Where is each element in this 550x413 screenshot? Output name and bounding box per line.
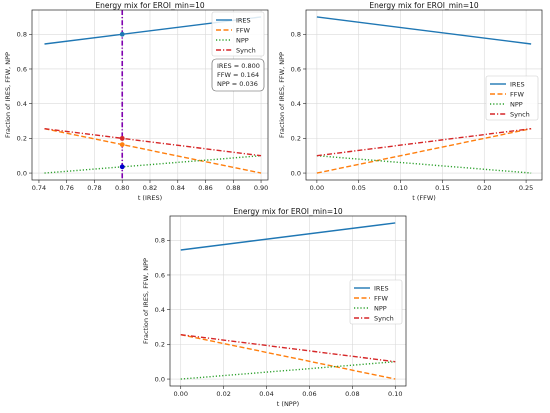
series-line-ffw [180, 333, 396, 380]
y-axis-label: Fraction of IRES, FFW, NPP [4, 52, 12, 138]
legend: IRES FFW NPP Synch [349, 279, 403, 325]
legend-label-ires: IRES [236, 16, 251, 24]
x-tick-label: 0.78 [87, 184, 101, 192]
x-tick-label: 0.86 [198, 184, 212, 192]
series-line-npp [316, 155, 532, 174]
x-axis-label: t (IRES) [138, 194, 162, 202]
y-tick-label: 0.8 [155, 237, 165, 245]
series-line-ffw [316, 127, 532, 174]
x-tick-label: 0.74 [32, 184, 46, 192]
y-tick-label: 0.4 [291, 100, 301, 108]
legend-label-ffw: FFW [510, 90, 524, 98]
series-line-synch [44, 127, 262, 157]
x-tick-label: 0.02 [216, 390, 230, 398]
point-marker-npp [119, 164, 125, 170]
annotation-line: FFW = 0.164 [217, 71, 259, 79]
legend-label-npp: NPP [236, 36, 249, 44]
y-tick-label: 0.0 [17, 169, 27, 177]
x-axis-label: t (FFW) [412, 194, 436, 202]
x-tick-label: 0.00 [310, 184, 324, 192]
x-tick-label: 0.88 [226, 184, 240, 192]
y-tick-label: 0.2 [155, 341, 165, 349]
y-tick-label: 0.4 [155, 306, 165, 314]
legend-label-synch: Synch [236, 46, 256, 54]
annotation-box [211, 58, 265, 92]
annotation-line: NPP = 0.036 [217, 80, 258, 88]
legend: IRES FFW NPP Synch [485, 75, 539, 121]
annotation-line: IRES = 0.800 [217, 62, 260, 70]
plot-frame [169, 215, 407, 387]
legend-label-npp: NPP [510, 100, 523, 108]
legend-label-synch: Synch [374, 314, 394, 322]
x-tick-label: 0.06 [302, 390, 316, 398]
chart-title: Energy mix for EROI_min=10 [95, 1, 205, 10]
x-tick-label: 0.05 [351, 184, 365, 192]
x-tick-label: 0.84 [171, 184, 185, 192]
plot-frame [305, 9, 543, 181]
y-tick-label: 0.6 [155, 271, 165, 279]
y-tick-label: 0.2 [17, 135, 27, 143]
legend-box [211, 11, 265, 57]
x-tick-label: 0.76 [59, 184, 73, 192]
series-line-ires [316, 16, 532, 45]
series-line-ires [180, 222, 396, 251]
x-tick-label: 0.82 [143, 184, 157, 192]
chart-3: 0.00 0.02 0.04 0.06 0.08 0.10 0.0 0.2 0.4 0.6 0.8 E… [142, 207, 407, 408]
x-tick-label: 0.80 [115, 184, 129, 192]
x-tick-label: 0.08 [345, 390, 359, 398]
x-tick-label: 0.25 [519, 184, 533, 192]
chart-title: Energy mix for EROI_min=10 [233, 207, 343, 216]
x-tick-label: 0.10 [393, 184, 407, 192]
legend-label-ires: IRES [374, 284, 389, 292]
y-tick-label: 0.6 [17, 65, 27, 73]
legend-label-synch: Synch [510, 110, 530, 118]
y-axis-label: Fraction of IRES, FFW, NPP [278, 52, 286, 138]
y-tick-label: 0.8 [291, 31, 301, 39]
point-marker-ffw [119, 142, 125, 148]
legend-label-npp: NPP [374, 304, 387, 312]
plot-frame [31, 9, 269, 181]
legend-box [485, 75, 539, 121]
point-marker-synch [119, 135, 125, 141]
y-tick-label: 0.0 [291, 169, 301, 177]
legend: IRES FFW NPP Synch [211, 11, 265, 57]
legend-label-ffw: FFW [236, 26, 250, 34]
y-tick-label: 0.6 [291, 65, 301, 73]
chart-1: 0.74 0.76 0.78 0.80 0.82 0.84 0.86 0.88 0.90 0.0 0… [4, 1, 269, 202]
x-tick-label: 0.10 [388, 390, 402, 398]
point-marker-ires [119, 31, 125, 37]
legend-label-ffw: FFW [374, 294, 388, 302]
x-tick-label: 0.20 [477, 184, 491, 192]
y-tick-label: 0.2 [291, 135, 301, 143]
x-tick-label: 0.04 [259, 390, 273, 398]
y-tick-label: 0.4 [17, 100, 27, 108]
x-tick-label: 0.90 [254, 184, 268, 192]
x-tick-label: 0.15 [435, 184, 449, 192]
y-tick-label: 0.0 [155, 375, 165, 383]
x-axis-label: t (NPP) [277, 400, 299, 408]
chart-2: 0.00 0.05 0.10 0.15 0.20 0.25 0.0 0.2 0.4 0.6 0.8 E… [278, 1, 543, 202]
series-line-npp [180, 361, 396, 380]
legend-label-ires: IRES [510, 80, 525, 88]
x-tick-label: 0.00 [173, 390, 187, 398]
series-line-ffw [44, 127, 262, 174]
y-tick-label: 0.8 [17, 31, 27, 39]
y-axis-label: Fraction of IRES, FFW, NPP [142, 258, 150, 344]
legend-box [349, 279, 403, 325]
series-line-npp [44, 155, 262, 174]
chart-title: Energy mix for EROI_min=10 [369, 1, 479, 10]
